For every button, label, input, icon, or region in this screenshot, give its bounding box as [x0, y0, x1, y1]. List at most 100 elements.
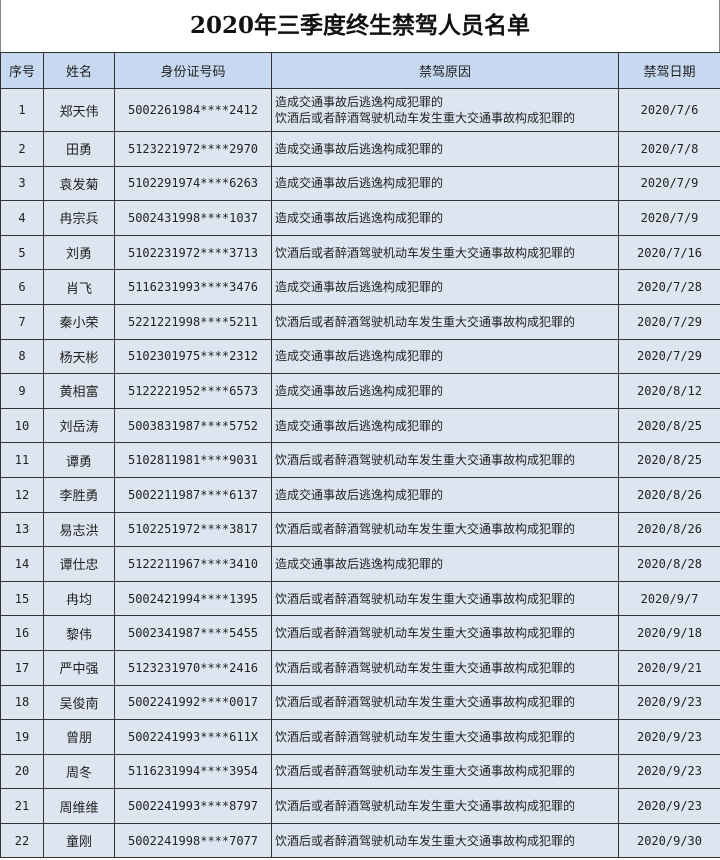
- cell-id: 5102231972****3713: [114, 234, 272, 271]
- cell-date: 2020/9/23: [618, 788, 720, 824]
- cell-no: 10: [0, 407, 44, 444]
- table-row: 16 黎伟 5002341987****5455 饮酒后或者醉酒驾驶机动车发生重大交通…: [0, 615, 720, 651]
- cell-reason: 饮酒后或者醉酒驾驶机动车发生重大交通事故构成犯罪的: [271, 788, 619, 824]
- cell-name: 李胜勇: [43, 476, 115, 513]
- cell-no: 16: [0, 615, 44, 651]
- cell-reason: 饮酒后或者醉酒驾驶机动车发生重大交通事故构成犯罪的: [271, 615, 619, 651]
- cell-no: 13: [0, 511, 44, 548]
- header-name: 姓名: [43, 52, 115, 89]
- reason-line: 饮酒后或者醉酒驾驶机动车发生重大交通事故构成犯罪的: [275, 453, 576, 468]
- cell-reason: 饮酒后或者醉酒驾驶机动车发生重大交通事故构成犯罪的: [271, 580, 619, 617]
- cell-id: 5122221952****6573: [114, 373, 272, 409]
- table-row: 8 杨天彬 5102301975****2312 造成交通事故后逃逸构成犯罪的 2020…: [0, 338, 720, 375]
- cell-date: 2020/7/6: [618, 88, 720, 132]
- header-id: 身份证号码: [114, 52, 272, 89]
- reason-line: 造成交通事故后逃逸构成犯罪的: [275, 556, 444, 571]
- table-row: 11 谭勇 5102811981****9031 饮酒后或者醉酒驾驶机动车发生重大交通…: [0, 442, 720, 478]
- reason-line: 造成交通事故后逃逸构成犯罪的: [275, 487, 444, 502]
- cell-id: 5002241993****8797: [114, 788, 272, 824]
- table-row: 5 刘勇 5102231972****3713 饮酒后或者醉酒驾驶机动车发生重大交通事…: [0, 234, 720, 271]
- cell-id: 5116231993****3476: [114, 269, 272, 305]
- table-row: 3 袁发菊 5102291974****6263 造成交通事故后逃逸构成犯罪的 2020…: [0, 165, 720, 202]
- cell-id: 5002241992****0017: [114, 684, 272, 721]
- cell-date: 2020/7/29: [618, 338, 720, 375]
- header-row: 序号 姓名 身份证号码 禁驾原因 禁驾日期: [0, 52, 720, 89]
- cell-no: 5: [0, 234, 44, 271]
- cell-date: 2020/7/16: [618, 234, 720, 271]
- cell-date: 2020/8/26: [618, 511, 720, 548]
- cell-no: 2: [0, 131, 44, 167]
- cell-id: 5002421994****1395: [114, 580, 272, 617]
- cell-no: 19: [0, 719, 44, 755]
- table-row: 7 秦小荣 5221221998****5211 饮酒后或者醉酒驾驶机动车发生重大交通…: [0, 303, 720, 340]
- cell-date: 2020/9/7: [618, 580, 720, 617]
- reason-line: 造成交通事故后逃逸构成犯罪的: [275, 349, 444, 364]
- cell-date: 2020/7/9: [618, 200, 720, 236]
- cell-no: 6: [0, 269, 44, 305]
- cell-id: 5002241993****611X: [114, 719, 272, 755]
- cell-name: 周维维: [43, 788, 115, 824]
- cell-date: 2020/9/18: [618, 615, 720, 651]
- cell-id: 5002341987****5455: [114, 615, 272, 651]
- cell-name: 童刚: [43, 822, 115, 859]
- table-row: 21 周维维 5002241993****8797 饮酒后或者醉酒驾驶机动车发生重大交…: [0, 788, 720, 824]
- reason-line: 造成交通事故后逃逸构成犯罪的: [275, 383, 444, 398]
- table-row: 15 冉均 5002421994****1395 饮酒后或者醉酒驾驶机动车发生重大交通…: [0, 580, 720, 617]
- cell-no: 1: [0, 88, 44, 132]
- cell-no: 21: [0, 788, 44, 824]
- cell-id: 5123231970****2416: [114, 649, 272, 686]
- cell-name: 刘勇: [43, 234, 115, 271]
- table-row: 14 谭仕忠 5122211967****3410 造成交通事故后逃逸构成犯罪的 202…: [0, 546, 720, 582]
- table-row: 2 田勇 5123221972****2970 造成交通事故后逃逸构成犯罪的 2020/…: [0, 131, 720, 167]
- cell-no: 4: [0, 200, 44, 236]
- cell-date: 2020/9/21: [618, 649, 720, 686]
- table-row: 19 曾朋 5002241993****611X 饮酒后或者醉酒驾驶机动车发生重大交通…: [0, 719, 720, 755]
- cell-no: 3: [0, 165, 44, 202]
- cell-reason: 造成交通事故后逃逸构成犯罪的: [271, 200, 619, 236]
- cell-name: 周冬: [43, 753, 115, 790]
- cell-no: 7: [0, 303, 44, 340]
- cell-date: 2020/8/28: [618, 546, 720, 582]
- table-row: 1 郑天伟 5002261984****2412 造成交通事故后逃逸构成犯罪的 饮酒后或…: [0, 88, 720, 132]
- cell-no: 11: [0, 442, 44, 478]
- cell-name: 刘岳涛: [43, 407, 115, 444]
- reason-line: 造成交通事故后逃逸构成犯罪的: [275, 141, 444, 156]
- cell-id: 5102291974****6263: [114, 165, 272, 202]
- cell-date: 2020/8/25: [618, 442, 720, 478]
- cell-id: 5102301975****2312: [114, 338, 272, 375]
- cell-reason: 饮酒后或者醉酒驾驶机动车发生重大交通事故构成犯罪的: [271, 511, 619, 548]
- cell-reason: 饮酒后或者醉酒驾驶机动车发生重大交通事故构成犯罪的: [271, 649, 619, 686]
- cell-name: 肖飞: [43, 269, 115, 305]
- reason-line: 饮酒后或者醉酒驾驶机动车发生重大交通事故构成犯罪的: [275, 626, 576, 641]
- cell-id: 5002261984****2412: [114, 88, 272, 132]
- cell-date: 2020/9/23: [618, 753, 720, 790]
- cell-name: 谭仕忠: [43, 546, 115, 582]
- cell-no: 18: [0, 684, 44, 721]
- cell-reason: 饮酒后或者醉酒驾驶机动车发生重大交通事故构成犯罪的: [271, 303, 619, 340]
- cell-date: 2020/9/23: [618, 684, 720, 721]
- cell-date: 2020/7/9: [618, 165, 720, 202]
- cell-id: 5122211967****3410: [114, 546, 272, 582]
- reason-line: 饮酒后或者醉酒驾驶机动车发生重大交通事故构成犯罪的: [275, 764, 576, 779]
- reason-line: 饮酒后或者醉酒驾驶机动车发生重大交通事故构成犯罪的: [275, 660, 576, 675]
- cell-reason: 饮酒后或者醉酒驾驶机动车发生重大交通事故构成犯罪的: [271, 753, 619, 790]
- cell-no: 8: [0, 338, 44, 375]
- cell-reason: 造成交通事故后逃逸构成犯罪的: [271, 165, 619, 202]
- reason-line: 饮酒后或者醉酒驾驶机动车发生重大交通事故构成犯罪的: [275, 522, 576, 537]
- cell-reason: 造成交通事故后逃逸构成犯罪的: [271, 338, 619, 375]
- cell-reason: 造成交通事故后逃逸构成犯罪的: [271, 131, 619, 167]
- cell-no: 15: [0, 580, 44, 617]
- header-no: 序号: [0, 52, 44, 89]
- table-row: 22 童刚 5002241998****7077 饮酒后或者醉酒驾驶机动车发生重大交通…: [0, 822, 720, 859]
- table-row: 12 李胜勇 5002211987****6137 造成交通事故后逃逸构成犯罪的 202…: [0, 476, 720, 513]
- cell-id: 5102251972****3817: [114, 511, 272, 548]
- table-row: 20 周冬 5116231994****3954 饮酒后或者醉酒驾驶机动车发生重大交通…: [0, 753, 720, 790]
- cell-name: 袁发菊: [43, 165, 115, 202]
- cell-name: 杨天彬: [43, 338, 115, 375]
- cell-name: 黎伟: [43, 615, 115, 651]
- cell-id: 5002211987****6137: [114, 476, 272, 513]
- cell-date: 2020/8/12: [618, 373, 720, 409]
- cell-no: 9: [0, 373, 44, 409]
- cell-no: 20: [0, 753, 44, 790]
- cell-reason: 造成交通事故后逃逸构成犯罪的: [271, 269, 619, 305]
